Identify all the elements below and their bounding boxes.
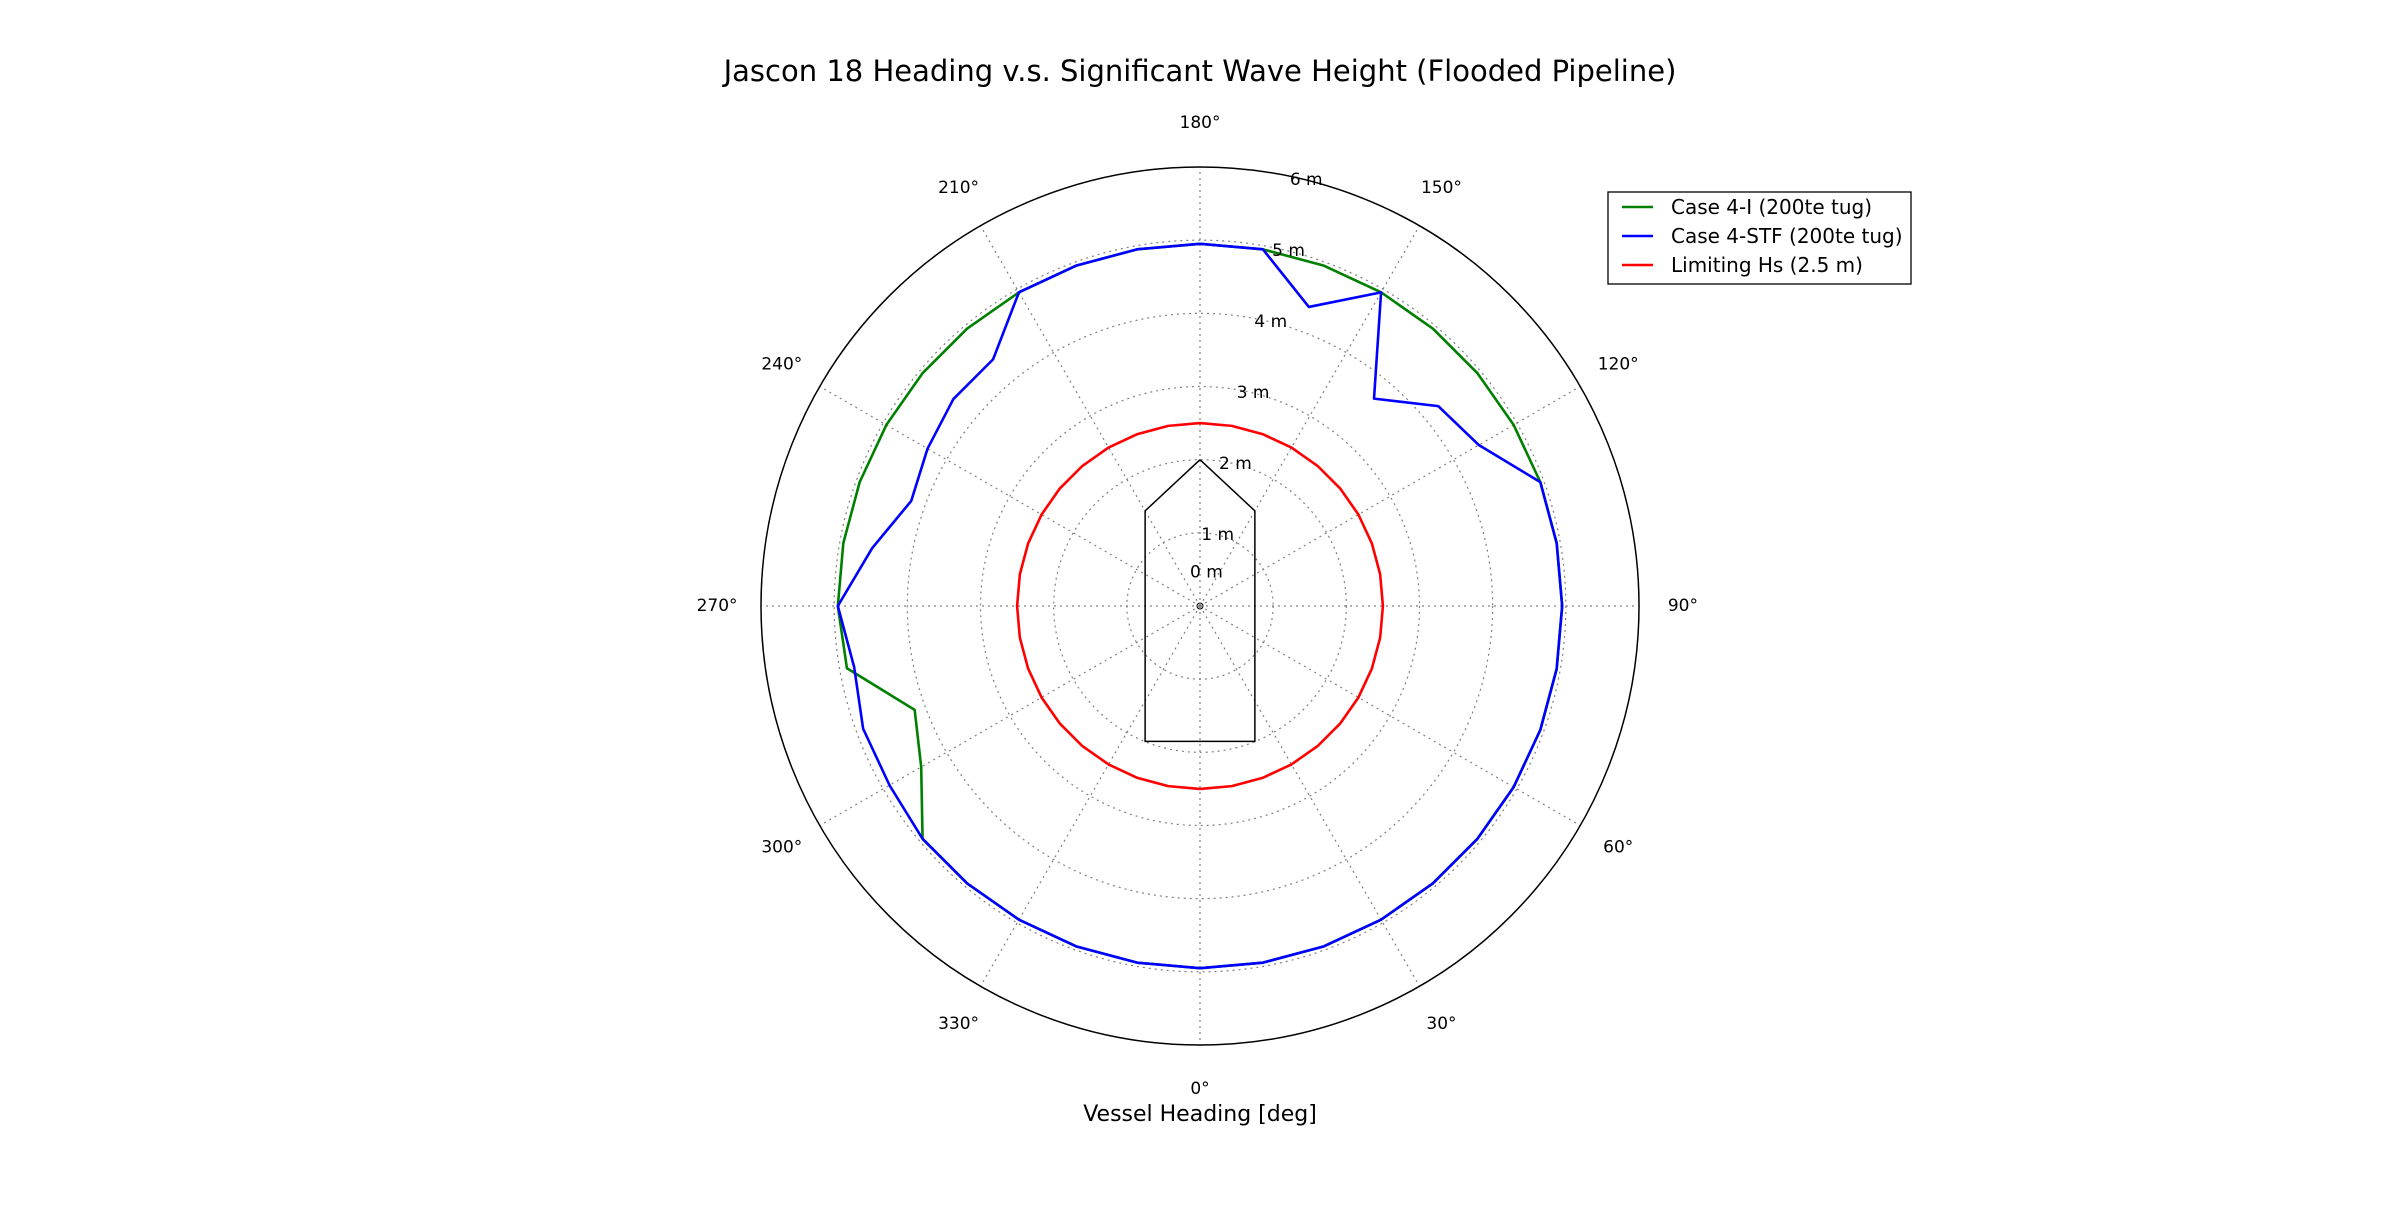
- grid-circle-4: [906, 312, 1494, 900]
- grid-circle-2: [1053, 459, 1347, 753]
- angle-tick-labels: 0° 30° 60° 90° 120° 150° 180° 210° 240° 270° 300° 3…: [697, 113, 1698, 1099]
- angle-label-150: 150°: [1421, 178, 1462, 198]
- series-line-3: [1015, 421, 1385, 791]
- grid-spoke-30: [1199, 605, 1421, 987]
- grid-circle-3: [979, 385, 1421, 827]
- angle-label-180: 180°: [1180, 113, 1221, 133]
- angle-label-300: 300°: [761, 837, 802, 857]
- grid-circle-5: [833, 239, 1567, 973]
- angle-label-90: 90°: [1668, 596, 1698, 616]
- grid-spoke-120: [1199, 385, 1581, 607]
- angle-label-120: 120°: [1598, 355, 1639, 375]
- r-label-0: 0 m: [1190, 562, 1223, 582]
- r-label-5: 5 m: [1272, 241, 1305, 261]
- x-axis-label: Vessel Heading [deg]: [1083, 1102, 1317, 1127]
- r-label-6: 6 m: [1290, 170, 1323, 190]
- legend-label-1: Case 4-I (200te tug): [1671, 195, 1872, 219]
- polar-grid: [761, 167, 1639, 1045]
- grid-spoke-60: [1199, 605, 1581, 827]
- angle-label-210: 210°: [938, 178, 979, 198]
- r-label-3: 3 m: [1237, 383, 1270, 403]
- series-line-2: [836, 242, 1564, 970]
- angle-label-240: 240°: [761, 355, 802, 375]
- grid-spoke-210: [979, 225, 1201, 607]
- grid-spoke-240: [819, 385, 1201, 607]
- r-label-2: 2 m: [1219, 454, 1252, 474]
- legend: Case 4-I (200te tug) Case 4-STF (200te tu…: [1607, 191, 1912, 285]
- angle-label-60: 60°: [1603, 837, 1633, 857]
- angle-label-30: 30°: [1426, 1014, 1456, 1034]
- grid-spoke-300: [819, 605, 1201, 827]
- vessel-outline: [1144, 459, 1256, 743]
- series-lines: [836, 242, 1564, 970]
- r-label-4: 4 m: [1254, 312, 1287, 332]
- angle-label-270: 270°: [697, 596, 738, 616]
- r-label-1: 1 m: [1201, 525, 1234, 545]
- origin-marker: [1196, 602, 1204, 610]
- angle-label-330: 330°: [938, 1014, 979, 1034]
- vessel-shape: [1144, 459, 1256, 743]
- radial-tick-labels: 0 m 1 m 2 m 3 m 4 m 5 m 6 m: [1190, 170, 1323, 582]
- legend-label-2: Case 4-STF (200te tug): [1671, 224, 1903, 248]
- grid-spoke-150: [1199, 225, 1421, 607]
- angle-label-0: 0°: [1190, 1079, 1209, 1099]
- polar-outer-frame: [760, 166, 1640, 1046]
- legend-frame: [1607, 191, 1912, 285]
- grid-spoke-330: [979, 605, 1201, 987]
- legend-label-3: Limiting Hs (2.5 m): [1671, 253, 1863, 277]
- chart-title: Jascon 18 Heading v.s. Significant Wave …: [722, 54, 1677, 88]
